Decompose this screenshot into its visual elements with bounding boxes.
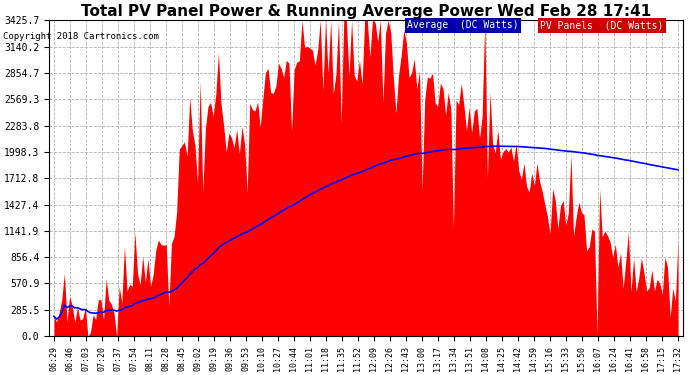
Text: Average  (DC Watts): Average (DC Watts): [407, 20, 519, 30]
Title: Total PV Panel Power & Running Average Power Wed Feb 28 17:41: Total PV Panel Power & Running Average P…: [81, 4, 651, 19]
Text: PV Panels  (DC Watts): PV Panels (DC Watts): [540, 20, 664, 30]
Text: Copyright 2018 Cartronics.com: Copyright 2018 Cartronics.com: [3, 32, 159, 41]
